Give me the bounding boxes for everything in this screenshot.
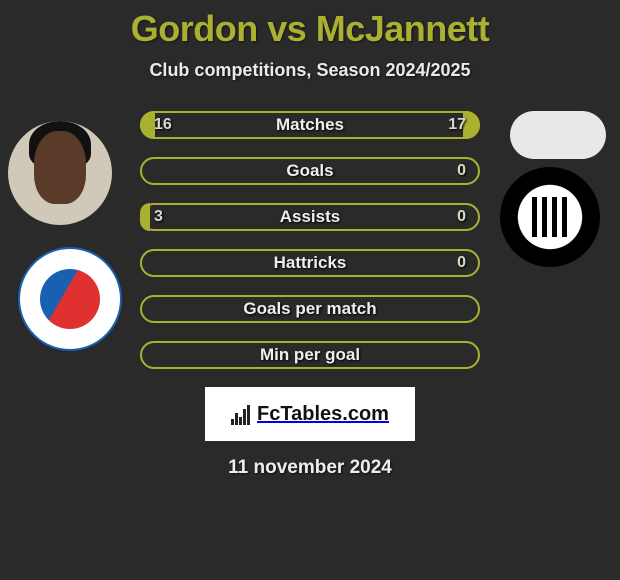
stat-bar-assists: 3 Assists 0 bbox=[140, 203, 480, 231]
stat-bar-min-per-goal: Min per goal bbox=[140, 341, 480, 369]
content-area: 16 Matches 17 Goals 0 3 Assists 0 Hattri… bbox=[0, 111, 620, 479]
stat-value-right: 17 bbox=[448, 113, 466, 137]
stat-bar-goals: Goals 0 bbox=[140, 157, 480, 185]
stat-fill-left bbox=[140, 111, 155, 139]
stat-value-right: 0 bbox=[457, 251, 466, 275]
stat-label: Min per goal bbox=[260, 345, 360, 365]
stat-bars: 16 Matches 17 Goals 0 3 Assists 0 Hattri… bbox=[140, 111, 480, 369]
comparison-card: Gordon vs McJannett Club competitions, S… bbox=[0, 0, 620, 580]
stat-value-left: 16 bbox=[154, 113, 172, 137]
stat-value-right: 0 bbox=[457, 205, 466, 229]
subtitle: Club competitions, Season 2024/2025 bbox=[0, 60, 620, 81]
stat-fill-left bbox=[140, 203, 150, 231]
page-title: Gordon vs McJannett bbox=[0, 0, 620, 50]
player-photo-left bbox=[8, 121, 112, 225]
brand-link[interactable]: FcTables.com bbox=[205, 387, 415, 441]
date-label: 11 november 2024 bbox=[0, 457, 620, 479]
stat-label: Goals bbox=[286, 161, 333, 181]
stat-bar-hattricks: Hattricks 0 bbox=[140, 249, 480, 277]
stat-bar-matches: 16 Matches 17 bbox=[140, 111, 480, 139]
stat-label: Hattricks bbox=[274, 253, 347, 273]
stat-label: Assists bbox=[280, 207, 340, 227]
stat-value-left: 3 bbox=[154, 205, 163, 229]
brand-label: FcTables.com bbox=[257, 403, 389, 426]
stat-bar-goals-per-match: Goals per match bbox=[140, 295, 480, 323]
chart-icon bbox=[231, 403, 253, 425]
player-photo-right bbox=[510, 111, 606, 159]
club-logo-left bbox=[18, 247, 122, 351]
club-logo-right bbox=[500, 167, 600, 267]
stat-value-right: 0 bbox=[457, 159, 466, 183]
stat-label: Matches bbox=[276, 115, 344, 135]
stat-label: Goals per match bbox=[243, 299, 376, 319]
